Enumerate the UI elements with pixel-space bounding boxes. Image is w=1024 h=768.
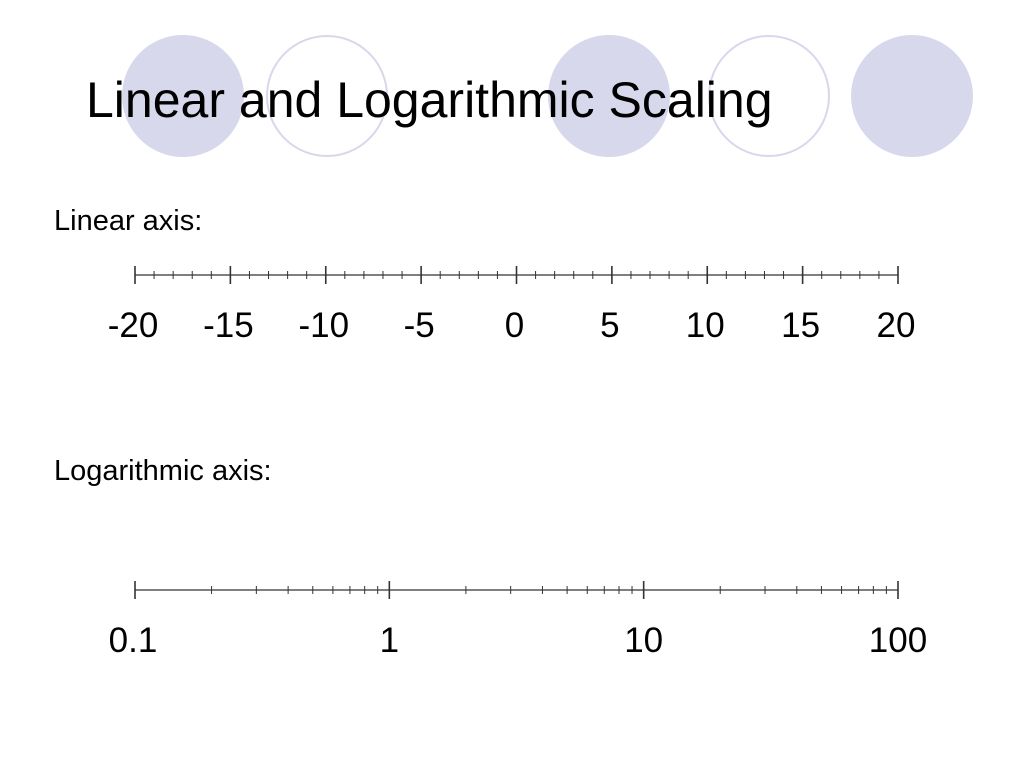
linear-tick-label: -15: [203, 306, 254, 345]
linear-tick-label: -20: [108, 306, 159, 345]
linear-axis-caption: Linear axis:: [54, 205, 203, 237]
linear-tick-label: 20: [877, 306, 916, 345]
linear-tick-label: 0: [505, 306, 524, 345]
decorative-ring-2: [708, 35, 830, 157]
decorative-circle-3: [851, 35, 973, 157]
linear-tick-label: -5: [404, 306, 435, 345]
log-tick-label: 1: [380, 621, 399, 660]
log-axis-caption: Logarithmic axis:: [54, 455, 272, 487]
linear-tick-label: 5: [600, 306, 619, 345]
slide-title: Linear and Logarithmic Scaling: [86, 72, 773, 128]
linear-tick-label: -10: [298, 306, 349, 345]
linear-axis: -20 -15 -10 -5 0 5 10 15 20: [108, 266, 916, 345]
log-axis: 0.1 1 10 100: [109, 581, 927, 660]
decorative-circle-1: [122, 35, 244, 157]
linear-tick-label: 10: [686, 306, 725, 345]
decorative-ring-1: [266, 35, 388, 157]
log-tick-label: 0.1: [109, 621, 158, 660]
linear-tick-label: 15: [781, 306, 820, 345]
decorative-circle-2: [548, 35, 670, 157]
log-tick-label: 100: [869, 621, 927, 660]
log-tick-label: 10: [624, 621, 663, 660]
